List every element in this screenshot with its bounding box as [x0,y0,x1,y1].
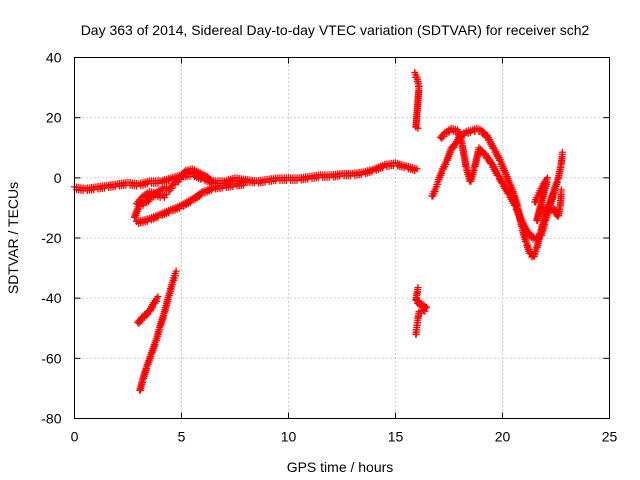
data-point [176,175,184,183]
data-point [413,165,421,173]
data-point [143,199,151,207]
x-tick-label: 20 [495,429,511,445]
data-point [524,228,532,236]
data-point [153,297,161,305]
data-point [203,172,211,180]
data-point [242,178,250,186]
data-point [171,272,179,280]
data-point [151,341,159,349]
data-point [553,178,561,186]
series-lower-diag [133,178,250,227]
x-tick-label: 5 [178,429,186,445]
x-axis-label: GPS time / hours [287,459,394,475]
data-point [477,126,485,134]
data-point [449,145,457,153]
data-point [438,134,446,142]
data-point [438,169,446,177]
data-point [197,191,205,199]
x-tick-label: 25 [602,429,618,445]
x-tick-label: 0 [71,429,79,445]
data-point [144,197,152,205]
data-point [414,284,422,292]
data-point [445,128,453,136]
data-point [171,181,179,189]
grid-lines [74,57,610,419]
data-point [557,186,565,194]
data-point [446,148,454,156]
data-point [149,303,157,311]
data-point [558,148,566,156]
data-point [163,190,171,198]
series-main-band [71,159,421,195]
data-point [168,184,176,192]
data-point [141,313,149,321]
data-point [172,267,180,275]
y-tick-label: 40 [46,50,62,66]
series-cluster-3-4 [133,187,171,208]
data-point [179,172,187,180]
series-late-upper [436,124,558,243]
series-neg-streak-2 [136,267,180,394]
data-point [180,170,188,178]
series-spike-16-up [411,69,423,132]
y-tick-label: 0 [54,170,62,186]
y-tick-label: -40 [41,290,61,306]
data-point [139,201,147,209]
data-point [550,189,558,197]
x-tick-label: 10 [281,429,297,445]
data-point [414,299,422,307]
data-point [154,293,162,301]
x-tick-label: 15 [388,429,404,445]
data-point [136,318,144,326]
data-point [526,249,534,257]
data-point [549,193,557,201]
series-neg-streak-1 [134,293,162,327]
plot-area [71,69,566,394]
chart-title: Day 363 of 2014, Sidereal Day-to-day VTE… [81,22,590,38]
series-late-cluster [531,174,565,224]
data-point [439,133,447,141]
y-tick-label: 20 [46,110,62,126]
y-axis-label: SDTVAR / TECUs [5,182,21,294]
y-tick-label: -80 [41,411,61,427]
data-point [475,144,483,152]
data-point [143,191,151,199]
data-point [142,312,150,320]
data-point [431,188,439,196]
axis-ticks: 0 5 10 15 20 25 -80 -60 -40 -20 0 20 40 [41,50,617,445]
data-point [532,248,540,256]
data-point [442,161,450,169]
data-point [434,180,442,188]
y-tick-label: -20 [41,230,61,246]
data-point [186,198,194,206]
data-point [137,196,145,204]
data-point [147,353,155,361]
series-spike-16-down [412,284,431,339]
y-tick-label: -60 [41,350,61,366]
data-point [414,124,422,132]
